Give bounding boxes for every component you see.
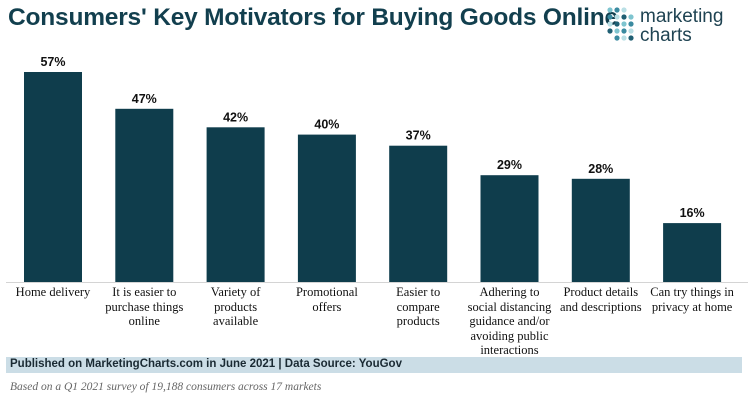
logo-dot: [628, 35, 634, 41]
logo-dot: [607, 14, 613, 20]
category-label-line: compare: [396, 299, 440, 314]
bar: [24, 72, 82, 282]
category-label-line: avoiding public: [470, 328, 549, 343]
logo-dot: [607, 28, 613, 34]
category-label-line: Promotional: [295, 285, 358, 299]
category-label: Home delivery: [5, 285, 101, 300]
data-label: 57%: [40, 55, 65, 69]
category-label-line: Easier to: [396, 285, 441, 299]
category-label-line: offers: [312, 299, 342, 314]
category-label-line: available: [213, 314, 259, 328]
data-label: 40%: [314, 118, 339, 132]
category-label-line: purchase things: [105, 299, 184, 314]
data-label: 42%: [223, 110, 248, 124]
logo-dot: [628, 14, 634, 20]
bar: [389, 145, 448, 282]
data-label: 29%: [497, 158, 522, 172]
logo-dot: [621, 21, 627, 27]
category-label: Promotional offers: [279, 285, 375, 314]
logo-dot: [614, 28, 620, 34]
category-label-line: guidance and/or: [469, 314, 550, 328]
category-label-line: and descriptions: [560, 299, 642, 314]
data-label: 16%: [680, 206, 705, 220]
footer-note: Based on a Q1 2021 survey of 19,188 cons…: [10, 381, 322, 393]
category-label: Easier to compare products: [370, 285, 466, 329]
logo-dot: [628, 21, 634, 27]
category-label-line: Home delivery: [15, 285, 91, 299]
bar-chart: 57% 47% 42% 40% 37% 29% 28% 16%: [6, 55, 748, 283]
logo-word-charts: charts: [640, 25, 692, 46]
category-label: Product details and descriptions: [553, 285, 649, 314]
category-label-line: products: [396, 314, 440, 328]
logo-dot: [621, 14, 627, 20]
logo-dot: [607, 21, 613, 27]
category-label-line: It is easier to: [112, 285, 177, 299]
logo-dots-icon: [607, 7, 634, 41]
logo-dot: [621, 35, 627, 41]
logo-dot: [614, 35, 620, 41]
category-label-line: Can try things in: [650, 285, 734, 299]
data-label: 37%: [406, 129, 431, 143]
marketingcharts-logo: marketing charts: [606, 6, 746, 46]
footer-source: Published on MarketingCharts.com in June…: [10, 358, 402, 370]
bar: [480, 175, 539, 282]
category-label: Variety of products available: [188, 285, 284, 329]
bar: [206, 127, 265, 282]
bar: [297, 134, 356, 282]
logo-dot: [614, 14, 620, 20]
logo-dot: [628, 28, 634, 34]
bar: [115, 108, 174, 282]
chart-title: Consumers' Key Motivators for Buying Goo…: [8, 4, 618, 31]
category-label: Adhering to social distancing guidance and…: [462, 285, 558, 358]
data-label: 47%: [132, 92, 157, 106]
logo-dot: [621, 7, 627, 13]
footer-bar: Published on MarketingCharts.com in June…: [6, 357, 742, 373]
category-label-line: privacy at home: [651, 299, 733, 314]
category-label: Can try things in privacy at home: [644, 285, 740, 314]
logo-dot: [607, 7, 613, 13]
logo-dot: [614, 7, 620, 13]
category-label-line: interactions: [480, 343, 539, 357]
category-label-line: social distancing: [467, 299, 552, 314]
bar: [663, 223, 722, 282]
bar: [571, 178, 630, 282]
logo-dot: [621, 28, 627, 34]
category-label: It is easier to purchase things online: [96, 285, 192, 329]
category-label-line: Product details: [563, 285, 639, 299]
category-label-line: Adhering to: [479, 285, 540, 299]
category-label-line: products: [214, 299, 258, 314]
category-label-line: Variety of: [210, 285, 261, 299]
logo-word-marketing: marketing: [640, 6, 724, 27]
logo-dot: [614, 21, 620, 27]
category-label-line: online: [128, 314, 160, 328]
data-label: 28%: [588, 162, 613, 176]
